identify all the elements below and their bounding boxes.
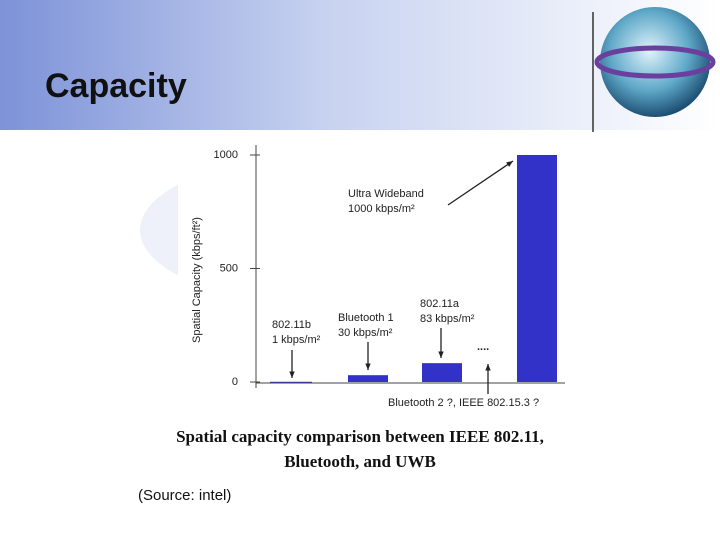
value-label: 1000 kbps/m²	[348, 203, 415, 215]
caption: Spatial capacity comparison between IEEE…	[176, 427, 544, 446]
chart: 0 500 1000 Spatial Capacity (kbps/ft²) 802.1…	[191, 145, 565, 409]
y-tick-label: 1000	[214, 149, 238, 161]
category-label: Bluetooth 1	[338, 312, 394, 324]
bar	[422, 363, 462, 382]
bar	[348, 375, 388, 382]
y-tick-label: 0	[232, 376, 238, 388]
source: (Source: intel)	[138, 487, 231, 504]
bar	[517, 155, 557, 382]
caption: Bluetooth, and UWB	[284, 452, 436, 471]
y-tick-label: 500	[220, 262, 238, 274]
arrow-head	[289, 371, 295, 378]
value-label: 1 kbps/m²	[272, 334, 321, 346]
y-axis-label: Spatial Capacity (kbps/ft²)	[191, 217, 203, 343]
category-label: 802.11a	[420, 298, 460, 310]
category-label: 802.11b	[272, 319, 311, 331]
arrow-head	[506, 161, 513, 167]
value-label: 30 kbps/m²	[338, 327, 393, 339]
arrow	[447, 160, 514, 206]
note: Bluetooth 2 ?, IEEE 802.15.3 ?	[388, 397, 539, 409]
slide-title: Capacity	[45, 67, 187, 105]
category-label: Ultra Wideband	[348, 188, 424, 200]
bar	[270, 381, 312, 383]
ellipsis: ....	[477, 341, 489, 353]
arrow-head	[438, 351, 444, 358]
value-label: 83 kbps/m²	[420, 313, 475, 325]
logo	[600, 7, 710, 117]
logo-ring	[594, 45, 716, 79]
arrow-head	[365, 363, 371, 370]
arrow-head	[485, 364, 491, 371]
